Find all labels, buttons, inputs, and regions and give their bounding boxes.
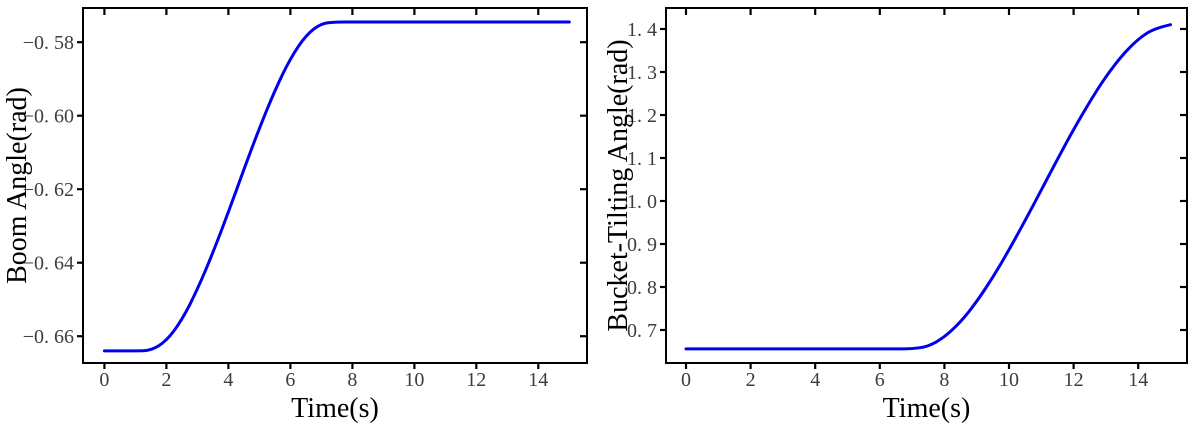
- x-tick-label: 8: [939, 369, 949, 391]
- panel-right: 0 2 4 6 8 10 12 14 0. 7 0. 8 0. 9 1. 0 1. 1 1. 2 1. 3 1…: [603, 7, 1188, 424]
- y-tick-label: 1. 4: [627, 19, 657, 41]
- y-tick-label: 0. 7: [627, 320, 657, 342]
- panel-right-xlabel: Time(s): [883, 393, 971, 424]
- panel-left-ylabel: Boom Angle(rad): [2, 87, 33, 284]
- panel-right-ylabel: Bucket-Tilting Angle(rad): [603, 39, 634, 331]
- x-tick-label: 8: [347, 369, 357, 391]
- axes-box: [82, 7, 588, 364]
- x-tick-label: 6: [875, 369, 885, 391]
- bucket-tilting-angle-curve: [684, 23, 1172, 351]
- y-tick-label: 1. 3: [627, 62, 657, 84]
- x-tick-label: 2: [161, 369, 171, 391]
- x-tick-label: 10: [404, 369, 424, 391]
- y-tick-label: −0. 66: [23, 326, 74, 348]
- panel-left-xlabel: Time(s): [291, 393, 379, 424]
- axes-box: [665, 7, 1188, 364]
- x-tick-label: 14: [1128, 369, 1148, 391]
- x-tick-label: 14: [528, 369, 548, 391]
- panel-right-axes: 0 2 4 6 8 10 12 14 0. 7 0. 8 0. 9 1. 0 1. 1 1. 2 1. 3 1…: [627, 7, 1188, 391]
- y-tick-label: −0. 62: [23, 179, 74, 201]
- x-tick-label: 0: [99, 369, 109, 391]
- y-tick-label: 1. 2: [627, 105, 657, 127]
- x-tick-label: 2: [746, 369, 756, 391]
- x-tick-label: 12: [1064, 369, 1084, 391]
- y-tick-label: 1. 0: [627, 191, 657, 213]
- x-tick-label: 6: [285, 369, 295, 391]
- panel-left-axes: 0 2 4 6 8 10 12 14 −0. 58 −0. 60 −0. 62 −0. 64 −0. 6…: [23, 7, 588, 391]
- y-tick-label: 0. 8: [627, 277, 657, 299]
- x-tick-label: 4: [223, 369, 233, 391]
- y-tick-label: 0. 9: [627, 234, 657, 256]
- y-tick-label: 1. 1: [627, 148, 657, 170]
- y-tick-label: −0. 58: [23, 32, 74, 54]
- x-tick-label: 10: [999, 369, 1019, 391]
- y-tick-label: −0. 64: [23, 253, 74, 275]
- y-tick-label: −0. 60: [23, 106, 74, 128]
- x-tick-label: 12: [466, 369, 486, 391]
- boom-angle-curve: [102, 20, 571, 353]
- x-tick-label: 0: [681, 369, 691, 391]
- x-tick-label: 4: [810, 369, 820, 391]
- panel-left: 0 2 4 6 8 10 12 14 −0. 58 −0. 60 −0. 62 −0. 64 −0. 6…: [2, 7, 588, 424]
